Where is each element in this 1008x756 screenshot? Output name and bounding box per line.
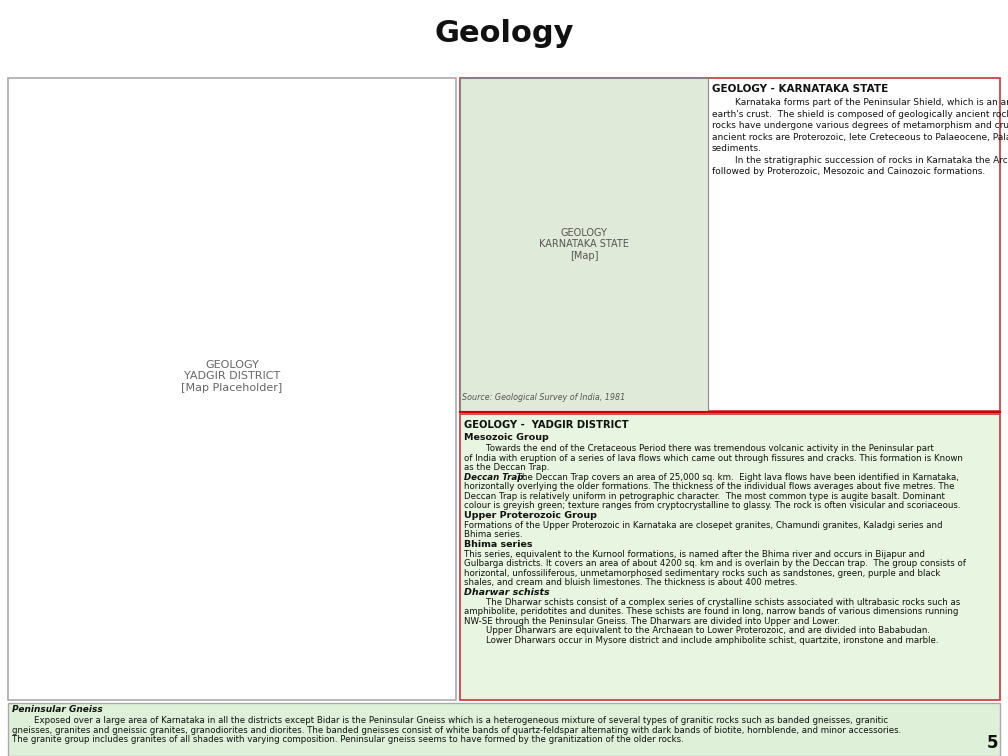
Text: The granite group includes granites of all shades with varying composition. Peni: The granite group includes granites of a… <box>12 735 683 744</box>
Text: colour is greyish green; texture ranges from cryptocrystalline to glassy. The ro: colour is greyish green; texture ranges … <box>464 501 961 510</box>
Text: Dharwar schists: Dharwar schists <box>464 587 549 596</box>
Text: GEOLOGY -  YADGIR DISTRICT: GEOLOGY - YADGIR DISTRICT <box>464 420 629 430</box>
Text: The Dharwar schists consist of a complex series of crystalline schists associate: The Dharwar schists consist of a complex… <box>464 597 961 606</box>
Text: rocks have undergone various degrees of metamorphism and crushing.  Overlying th: rocks have undergone various degrees of … <box>712 121 1008 130</box>
Bar <box>460 414 1000 700</box>
Text: Bhima series.: Bhima series. <box>464 530 522 539</box>
Text: The Deccan Trap covers an area of 25,000 sq. km.  Eight lava flows have been ide: The Deccan Trap covers an area of 25,000… <box>514 472 959 482</box>
Text: This series, equivalent to the Kurnool formations, is named after the Bhima rive: This series, equivalent to the Kurnool f… <box>464 550 925 559</box>
Text: Upper Dharwars are equivalent to the Archaean to Lower Proterozoic, and are divi: Upper Dharwars are equivalent to the Arc… <box>464 626 930 635</box>
Text: Upper Proterozoic Group: Upper Proterozoic Group <box>464 510 597 519</box>
Text: followed by Proterozoic, Mesozoic and Cainozoic formations.: followed by Proterozoic, Mesozoic and Ca… <box>712 167 985 176</box>
Text: In the stratigraphic succession of rocks in Karnataka the Archaean group is the : In the stratigraphic succession of rocks… <box>712 156 1008 165</box>
Text: ancient rocks are Proterozoic, lete Creteceous to Palaeocene, Palaeocene to Rece: ancient rocks are Proterozoic, lete Cret… <box>712 133 1008 141</box>
Text: NW-SE through the Peninsular Gneiss. The Dharwars are divided into Upper and Low: NW-SE through the Peninsular Gneiss. The… <box>464 617 840 625</box>
Text: GEOLOGY
YADGIR DISTRICT
[Map Placeholder]: GEOLOGY YADGIR DISTRICT [Map Placeholder… <box>181 360 282 393</box>
Bar <box>8 703 1000 756</box>
Text: amphibolite, peridotites and dunites. These schists are found in long, narrow ba: amphibolite, peridotites and dunites. Th… <box>464 607 959 616</box>
Bar <box>460 79 708 411</box>
Text: Gulbarga districts. It covers an area of about 4200 sq. km and is overlain by th: Gulbarga districts. It covers an area of… <box>464 559 966 568</box>
Text: Deccan Trap is relatively uniform in petrographic character.  The most common ty: Deccan Trap is relatively uniform in pet… <box>464 491 944 500</box>
Text: Formations of the Upper Proterozoic in Karnataka are closepet granites, Chamundi: Formations of the Upper Proterozoic in K… <box>464 521 942 530</box>
Text: Karnataka forms part of the Peninsular Shield, which is an ancient stable block : Karnataka forms part of the Peninsular S… <box>712 98 1008 107</box>
Text: Deccan Trap:: Deccan Trap: <box>464 472 527 482</box>
Text: Geology: Geology <box>434 19 574 48</box>
Text: gneisses, granites and gneissic granites, granodiorites and diorites. The banded: gneisses, granites and gneissic granites… <box>12 726 901 735</box>
Text: Towards the end of the Cretaceous Period there was tremendous volcanic activity : Towards the end of the Cretaceous Period… <box>464 444 933 453</box>
Text: Lower Dharwars occur in Mysore district and include amphibolite schist, quartzit: Lower Dharwars occur in Mysore district … <box>464 636 938 645</box>
Text: GEOLOGY - KARNATAKA STATE: GEOLOGY - KARNATAKA STATE <box>712 84 888 94</box>
Bar <box>460 79 1000 411</box>
Text: horizontally overlying the older formations. The thickness of the individual flo: horizontally overlying the older formati… <box>464 482 955 491</box>
Text: 5: 5 <box>987 734 998 752</box>
Text: earth's crust.  The shield is composed of geologically ancient rocks of diverse : earth's crust. The shield is composed of… <box>712 110 1008 119</box>
Bar <box>8 79 456 700</box>
Text: Peninsular Gneiss: Peninsular Gneiss <box>12 705 103 714</box>
Text: shales, and cream and bluish limestones. The thickness is about 400 metres.: shales, and cream and bluish limestones.… <box>464 578 797 587</box>
Text: Bhima series: Bhima series <box>464 540 532 549</box>
Text: of India with eruption of a series of lava flows which came out through fissures: of India with eruption of a series of la… <box>464 454 963 463</box>
Text: as the Deccan Trap.: as the Deccan Trap. <box>464 463 549 472</box>
Text: Source: Geological Survey of India, 1981: Source: Geological Survey of India, 1981 <box>462 393 625 402</box>
Text: GEOLOGY
KARNATAKA STATE
[Map]: GEOLOGY KARNATAKA STATE [Map] <box>539 228 629 261</box>
Text: Exposed over a large area of Karnataka in all the districts except Bidar is the : Exposed over a large area of Karnataka i… <box>12 716 888 725</box>
Text: horizontal, unfossiliferous, unmetamorphosed sedimentary rocks such as sandstone: horizontal, unfossiliferous, unmetamorph… <box>464 569 940 578</box>
Text: sediments.: sediments. <box>712 144 762 153</box>
Text: Mesozoic Group: Mesozoic Group <box>464 433 548 442</box>
